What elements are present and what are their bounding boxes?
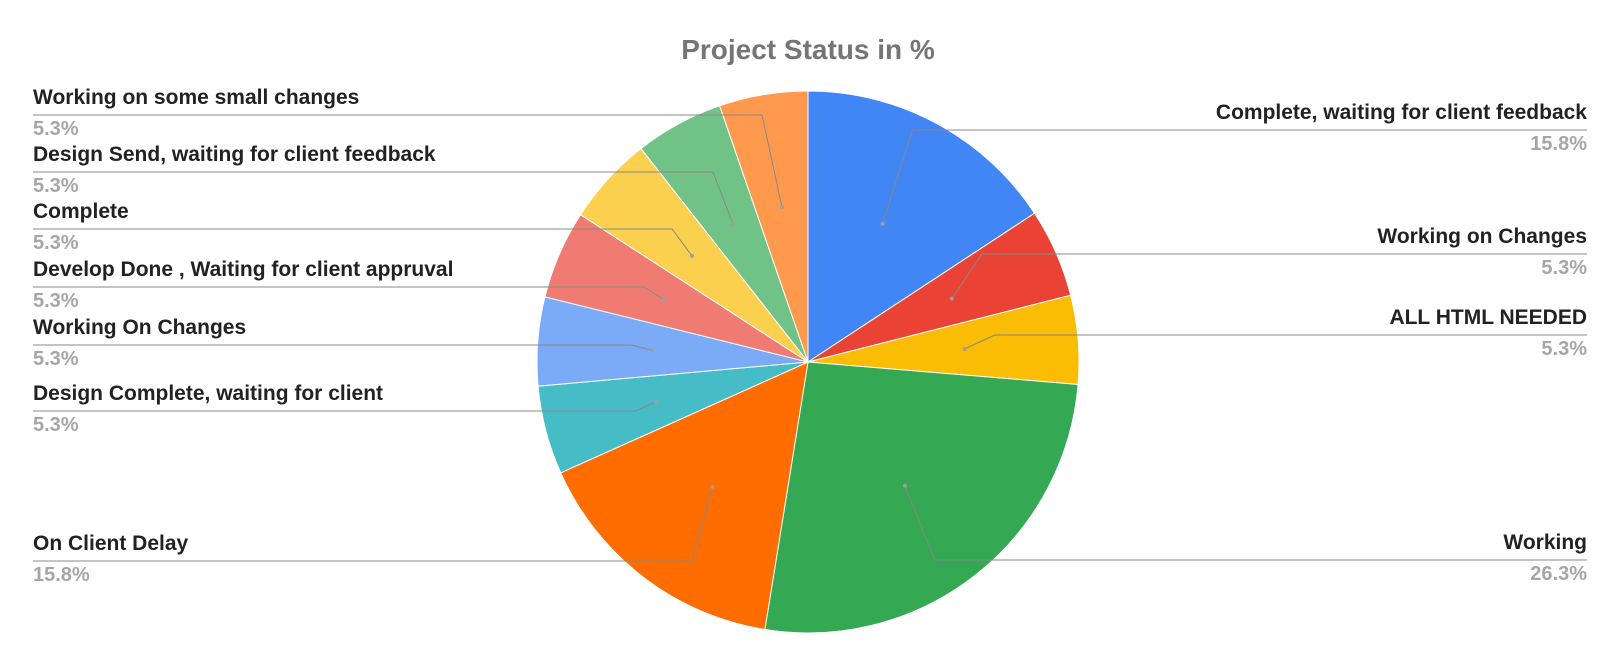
leader-line bbox=[904, 485, 1587, 561]
slice-percent-label: 5.3% bbox=[1541, 338, 1587, 360]
slice-percent-label: 15.8% bbox=[1530, 133, 1587, 155]
leader-dot bbox=[649, 348, 654, 352]
slice-label: Design Send, waiting for client feedback bbox=[33, 143, 436, 166]
leader-line bbox=[951, 253, 1587, 299]
slice-label: Design Complete, waiting for client bbox=[33, 382, 383, 405]
pie-slice bbox=[560, 361, 809, 631]
leader-dot bbox=[710, 484, 715, 489]
slice-percent-label: 5.3% bbox=[33, 348, 79, 370]
leader-dot bbox=[661, 297, 666, 302]
slice-labels: Complete, waiting for client feedback 15.… bbox=[33, 86, 1587, 586]
slice-label: Working On Changes bbox=[33, 316, 246, 339]
leader-line bbox=[33, 344, 652, 351]
leader-dot bbox=[653, 399, 658, 404]
leader-line bbox=[33, 171, 734, 225]
slice-percent-label: 5.3% bbox=[33, 175, 79, 197]
slice-label: ALL HTML NEEDED bbox=[1389, 306, 1587, 329]
chart-title: Project Status in % bbox=[681, 34, 935, 65]
leader-line bbox=[964, 334, 1587, 350]
leader-dot bbox=[949, 296, 954, 301]
leader-line bbox=[33, 401, 657, 412]
slice-percent-label: 5.3% bbox=[33, 414, 79, 436]
leader-line bbox=[33, 486, 713, 562]
leader-dot bbox=[730, 221, 735, 226]
slice-percent-label: 5.3% bbox=[33, 290, 79, 312]
slice-percent-label: 15.8% bbox=[33, 564, 90, 586]
leader-dot bbox=[780, 205, 784, 209]
slice-label: Working on some small changes bbox=[33, 86, 359, 109]
slice-label: Develop Done , Waiting for client appruv… bbox=[33, 258, 453, 281]
leader-line bbox=[33, 114, 783, 208]
leader-line bbox=[33, 286, 665, 300]
pie-slice bbox=[807, 90, 1036, 363]
pie-slice bbox=[719, 90, 809, 363]
slice-percent-label: 26.3% bbox=[1530, 563, 1587, 585]
slice-label: Complete bbox=[33, 200, 129, 223]
slice-label: Working bbox=[1503, 531, 1587, 554]
leader-dot bbox=[902, 483, 907, 488]
leader-dot bbox=[880, 221, 885, 226]
slice-label: Working on Changes bbox=[1377, 225, 1587, 248]
leader-line bbox=[882, 129, 1587, 224]
slice-label: On Client Delay bbox=[33, 532, 189, 555]
leader-dot bbox=[962, 347, 967, 351]
slice-label: Complete, waiting for client feedback bbox=[1216, 101, 1587, 124]
slice-percent-label: 5.3% bbox=[1541, 257, 1587, 279]
slice-percent-label: 5.3% bbox=[33, 118, 79, 140]
pie-slices bbox=[536, 90, 1080, 634]
slice-percent-label: 5.3% bbox=[33, 232, 79, 254]
pie-slice bbox=[764, 361, 1079, 634]
leader-line bbox=[33, 228, 693, 257]
leader-dot bbox=[690, 253, 694, 258]
